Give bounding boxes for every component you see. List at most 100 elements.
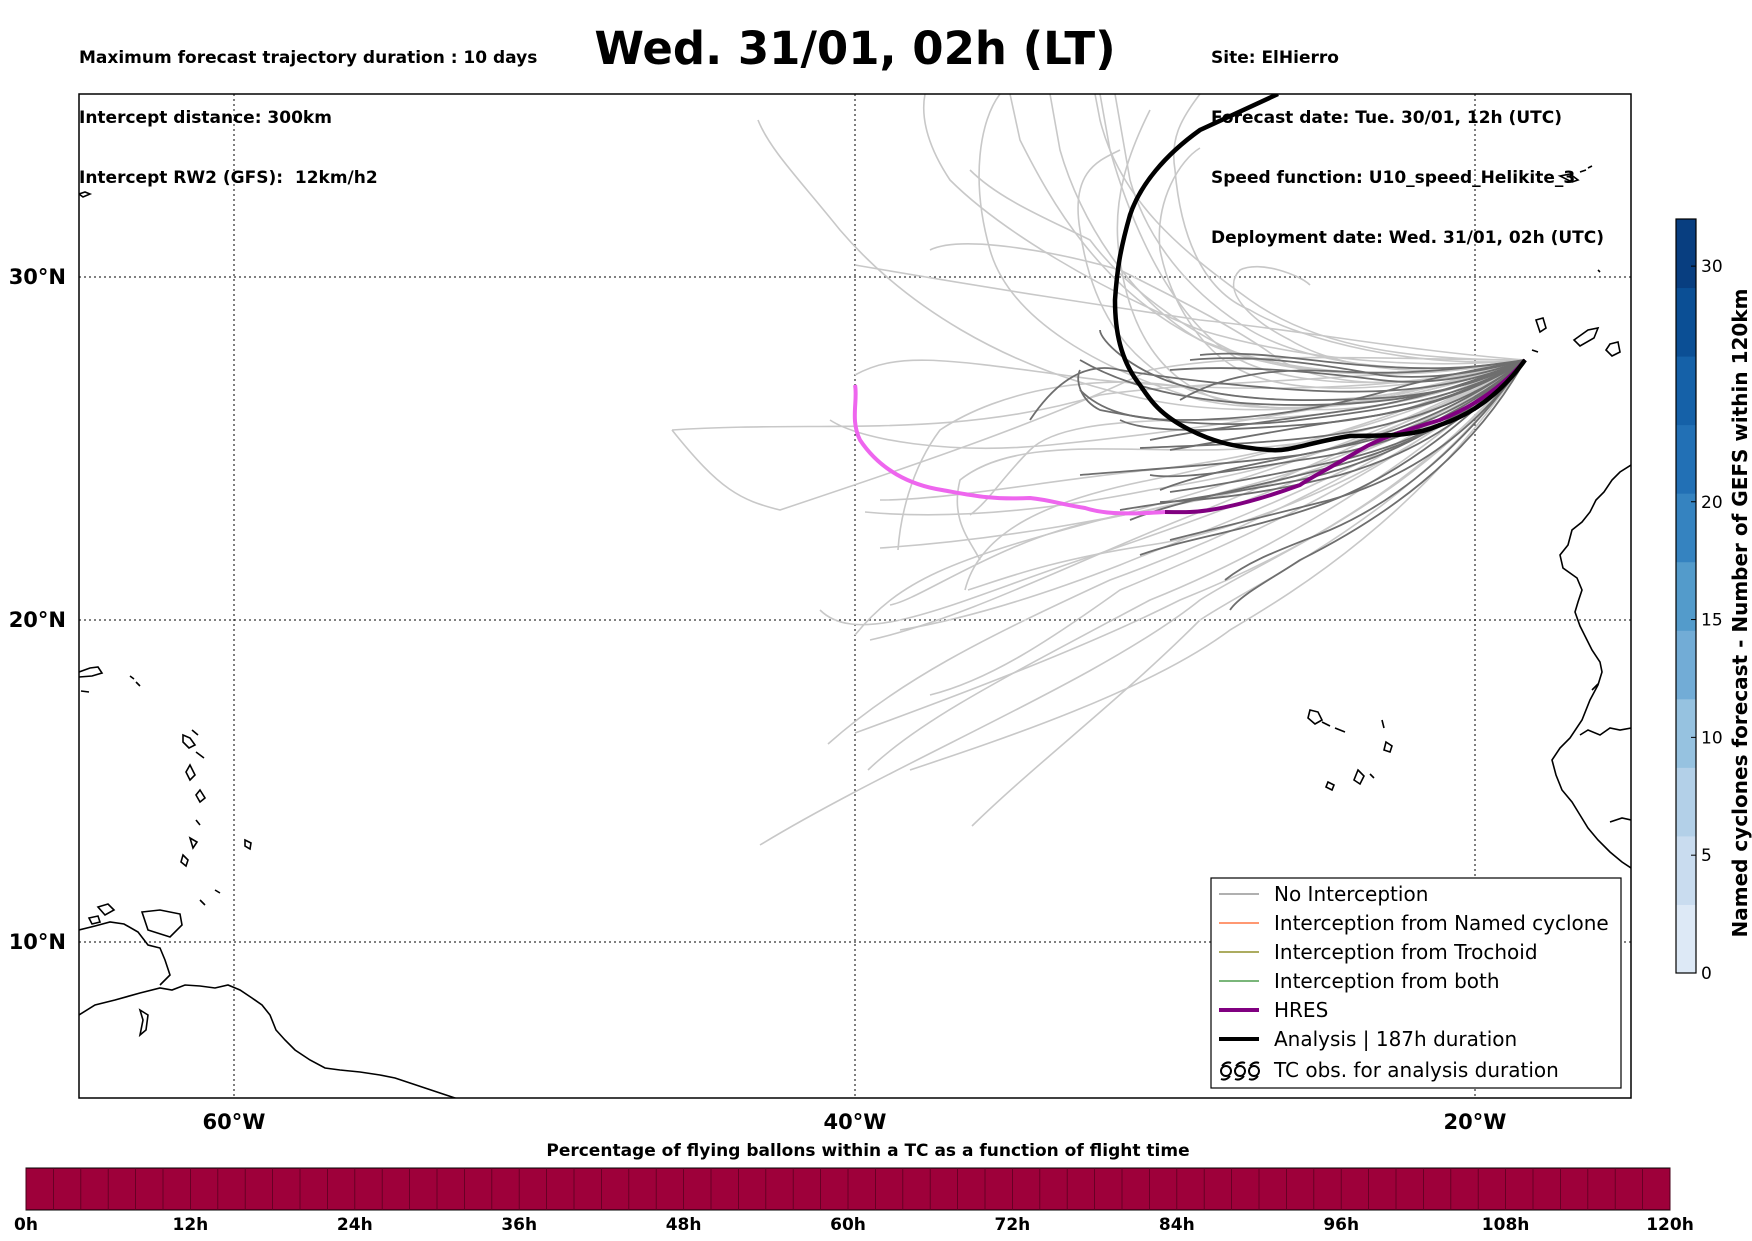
trajectory: [1159, 359, 1526, 491]
trajectory: [909, 359, 1526, 771]
colorbar-tick-label: 0: [1701, 964, 1712, 984]
small-island-east: [1597, 269, 1601, 273]
virgin-islands: [79, 191, 141, 693]
bottom-bar-title: Percentage of flying ballons within a TC…: [546, 1141, 1189, 1161]
trajectory: [1009, 94, 1526, 374]
trajectory: [1179, 359, 1526, 401]
hres-track-faded: [852, 384, 1166, 516]
trajectory: [1119, 359, 1526, 431]
antilles-1: [96, 903, 116, 917]
bottom-percentage-bar: 0h 12h 24h 36h 48h 60h 72h 84h 96h 108h 120h: [14, 1167, 1694, 1235]
cyclone-symbols-icon: [1220, 1061, 1260, 1081]
trajectory: [1149, 359, 1526, 441]
trajectory: [854, 359, 1526, 734]
colorbar-segment: [1676, 561, 1696, 631]
trajectory: [827, 359, 1526, 745]
trajectory: [1169, 359, 1526, 451]
lat-label-30n: 30°N: [9, 265, 66, 289]
colorbar-frame: [1675, 218, 1697, 974]
colorbar-segment: [1676, 287, 1696, 357]
trajectory: [854, 359, 1526, 636]
trajectory: [1224, 359, 1526, 581]
barbados-grenada: [138, 889, 221, 1038]
bottom-bar-tick-label: 36h: [501, 1215, 537, 1235]
header-left-line: Maximum forecast trajectory duration : 1…: [79, 48, 538, 68]
venezuela-north: [79, 921, 171, 986]
legend-label: Interception from both: [1274, 969, 1500, 993]
trajectory: [1094, 94, 1526, 361]
leeward-islands: [180, 729, 252, 868]
puerto-rico: [79, 666, 104, 678]
colorbar-label: Named cyclones forecast - Number of GEFS…: [1728, 289, 1752, 938]
trajectory: [1139, 359, 1526, 556]
trajectory: [1139, 359, 1526, 449]
trajectory: [969, 169, 1526, 375]
trajectory: [897, 359, 1526, 551]
legend: No Interception Interception from Named …: [1210, 877, 1622, 1089]
madeira: [1557, 165, 1593, 183]
analysis-track: [1112, 94, 1527, 453]
trajectory: [1169, 359, 1526, 383]
legend-label: Analysis | 187h duration: [1274, 1027, 1517, 1051]
cape-verde: [1307, 709, 1393, 792]
trajectory: [864, 359, 1526, 516]
colorbar: 0 5 10 15 20 30: [1675, 218, 1723, 984]
colorbar-tick-label: 5: [1701, 846, 1712, 866]
trajectory: [1229, 359, 1526, 611]
header-right-line: Deployment date: Wed. 31/01, 02h (UTC): [1211, 228, 1605, 248]
map-frame: [78, 93, 1632, 1099]
trajectory: [1099, 329, 1526, 402]
trajectory: [1233, 265, 1526, 372]
lon-label-60w: 60°W: [203, 1110, 266, 1134]
map-title: Wed. 31/01, 02h (LT): [594, 22, 1116, 75]
colorbar-segment: [1676, 767, 1696, 837]
trinidad: [140, 909, 183, 938]
south-america-coast: [79, 984, 458, 1098]
colorbar-tick-label: 20: [1701, 493, 1723, 513]
bottom-bar-tick-label: 120h: [1646, 1215, 1694, 1235]
bottom-bar-tick-label: 12h: [173, 1215, 209, 1235]
trajectory: [1189, 357, 1526, 378]
bottom-bar-tick-label: 84h: [1159, 1215, 1195, 1235]
colorbar-segment: [1676, 424, 1696, 494]
trajectory: [1099, 94, 1526, 384]
lat-label-20n: 20°N: [9, 608, 66, 632]
bottom-bar-tick-label: 96h: [1323, 1215, 1359, 1235]
colorbar-segment: [1676, 835, 1696, 905]
canary-islands: [1531, 317, 1621, 357]
map-area: [79, 94, 1631, 1098]
header-right-line: Speed function: U10_speed_Helikite_3: [1211, 168, 1576, 188]
colorbar-tick-label: 30: [1701, 257, 1723, 277]
legend-label: Interception from Trochoid: [1274, 940, 1538, 964]
trajectory: [1172, 94, 1526, 363]
trajectory: [1169, 359, 1526, 541]
africa-coast: [1551, 464, 1631, 869]
trajectory: [854, 264, 1526, 361]
trajectory: [759, 359, 1526, 846]
bottom-bar-tick-label: 0h: [14, 1215, 38, 1235]
trajectory: [1149, 359, 1526, 478]
trajectory: [867, 359, 1526, 771]
bottom-bar-tick-label: 72h: [995, 1215, 1031, 1235]
colorbar-tick-label: 10: [1701, 728, 1723, 748]
trajectory: [671, 356, 1526, 511]
lon-label-20w: 20°W: [1444, 1110, 1507, 1134]
lon-label-40w: 40°W: [824, 1110, 887, 1134]
legend-label: No Interception: [1274, 882, 1428, 906]
bottom-bar-tick-label: 48h: [666, 1215, 702, 1235]
colorbar-segment: [1676, 356, 1696, 426]
trajectory: [1079, 359, 1526, 421]
legend-label: HRES: [1274, 998, 1328, 1022]
colorbar-segment: [1676, 630, 1696, 700]
colorbar-segment: [1676, 493, 1696, 563]
header-left-info: Maximum forecast trajectory duration : 1…: [79, 8, 537, 208]
header-left-line: Intercept distance: 300km: [79, 108, 332, 128]
colorbar-segment: [1676, 698, 1696, 768]
header-right-line: Site: ElHierro: [1211, 48, 1339, 68]
bottom-bar-tick-label: 24h: [337, 1215, 373, 1235]
trajectory: [1158, 147, 1526, 389]
legend-label: TC obs. for analysis duration: [1273, 1058, 1559, 1082]
bottom-bar-tick-label: 108h: [1482, 1215, 1530, 1235]
trajectory: [889, 359, 1526, 606]
